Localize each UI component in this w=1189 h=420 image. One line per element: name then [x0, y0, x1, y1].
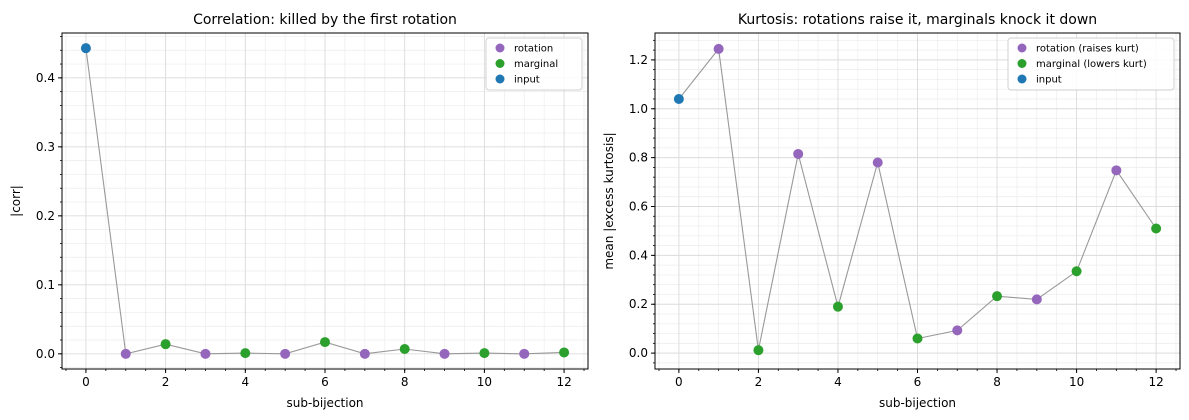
data-point-marginal: [160, 339, 171, 350]
y-tick-label: 1.2: [629, 53, 648, 67]
y-tick-label: 1.0: [629, 102, 648, 116]
y-tick-label: 0.8: [629, 151, 648, 165]
y-tick-label: 0.4: [36, 71, 55, 85]
y-tick-label: 0.1: [36, 278, 55, 292]
data-point-marginal: [399, 343, 410, 354]
data-point-marginal: [559, 347, 570, 358]
data-point-rotation: [439, 348, 450, 359]
y-tick-label: 0.0: [629, 346, 648, 360]
data-point-marginal: [240, 348, 251, 359]
x-tick-label: 12: [556, 375, 571, 389]
legend-marker: [1017, 74, 1027, 84]
legend-label: rotation (raises kurt): [1036, 44, 1139, 55]
x-tick-label: 4: [241, 375, 249, 389]
data-point-rotation: [200, 348, 211, 359]
chart-title: Kurtosis: rotations raise it, marginals …: [738, 12, 1097, 28]
data-point-rotation: [120, 348, 131, 359]
legend-marker: [1017, 59, 1027, 68]
data-point-rotation: [952, 325, 963, 336]
y-axis-label: mean |excess kurtosis|: [602, 132, 616, 269]
x-tick-label: 2: [755, 375, 763, 389]
legend-label: marginal (lowers kurt): [1036, 59, 1147, 70]
legend-label: marginal: [514, 59, 558, 70]
data-point-marginal: [912, 333, 923, 344]
legend-marker: [495, 43, 505, 53]
x-axis-label: sub-bijection: [879, 396, 956, 410]
chart-panel-1: 0 2 4 6 8 10 12 0.0 0.1 0.2 0.3 0.4 Correlation: kil…: [9, 12, 589, 410]
y-tick-label: 0.0: [36, 347, 55, 361]
x-tick-label: 4: [834, 375, 842, 389]
x-axis-label: sub-bijection: [286, 396, 363, 410]
data-point-input: [673, 93, 684, 104]
data-point-rotation: [280, 348, 291, 359]
y-tick-label: 0.2: [629, 297, 648, 311]
data-point-rotation: [872, 157, 883, 168]
legend-marker: [495, 59, 505, 68]
data-point-marginal: [320, 337, 330, 348]
y-tick-label: 0.4: [629, 248, 648, 262]
x-tick-label: 0: [82, 375, 90, 389]
x-tick-label: 0: [675, 375, 683, 389]
chart-title: Correlation: killed by the first rotatio…: [193, 12, 457, 28]
y-tick-label: 0.6: [629, 199, 648, 213]
legend-label: input: [1036, 75, 1062, 86]
x-tick-label: 10: [1069, 375, 1084, 389]
data-point-input: [80, 43, 91, 54]
legend-box: [485, 37, 583, 91]
data-point-rotation: [793, 148, 804, 159]
data-point-marginal: [1071, 266, 1082, 277]
data-point-rotation: [359, 348, 370, 359]
data-point-rotation: [1111, 165, 1122, 176]
data-point-marginal: [832, 301, 843, 312]
x-tick-label: 8: [401, 375, 409, 389]
x-tick-label: 2: [162, 375, 170, 389]
data-point-marginal: [753, 345, 764, 356]
legend-box: [1007, 37, 1175, 91]
chart-panel-2: 0 2 4 6 8 10 12 0.0 0.2 0.4 0.6 0.8 1.0 1.2 Kurtosis: …: [602, 12, 1181, 410]
x-tick-label: 6: [914, 375, 922, 389]
data-point-rotation: [519, 348, 530, 359]
data-point-marginal: [992, 291, 1003, 302]
x-tick-label: 10: [477, 375, 492, 389]
data-point-marginal: [1151, 223, 1162, 234]
legend-marker: [495, 74, 505, 84]
legend-label: rotation: [514, 44, 553, 55]
y-tick-label: 0.3: [36, 140, 55, 154]
legend-label: input: [514, 75, 540, 86]
x-tick-label: 8: [993, 375, 1001, 389]
x-tick-label: 6: [321, 375, 329, 389]
legend-marker: [1017, 43, 1027, 53]
y-tick-label: 0.2: [36, 209, 55, 223]
data-point-rotation: [713, 43, 724, 54]
x-tick-label: 12: [1148, 375, 1163, 389]
y-axis-label: |corr|: [9, 185, 23, 217]
data-point-rotation: [1031, 294, 1042, 305]
data-point-marginal: [479, 348, 490, 359]
